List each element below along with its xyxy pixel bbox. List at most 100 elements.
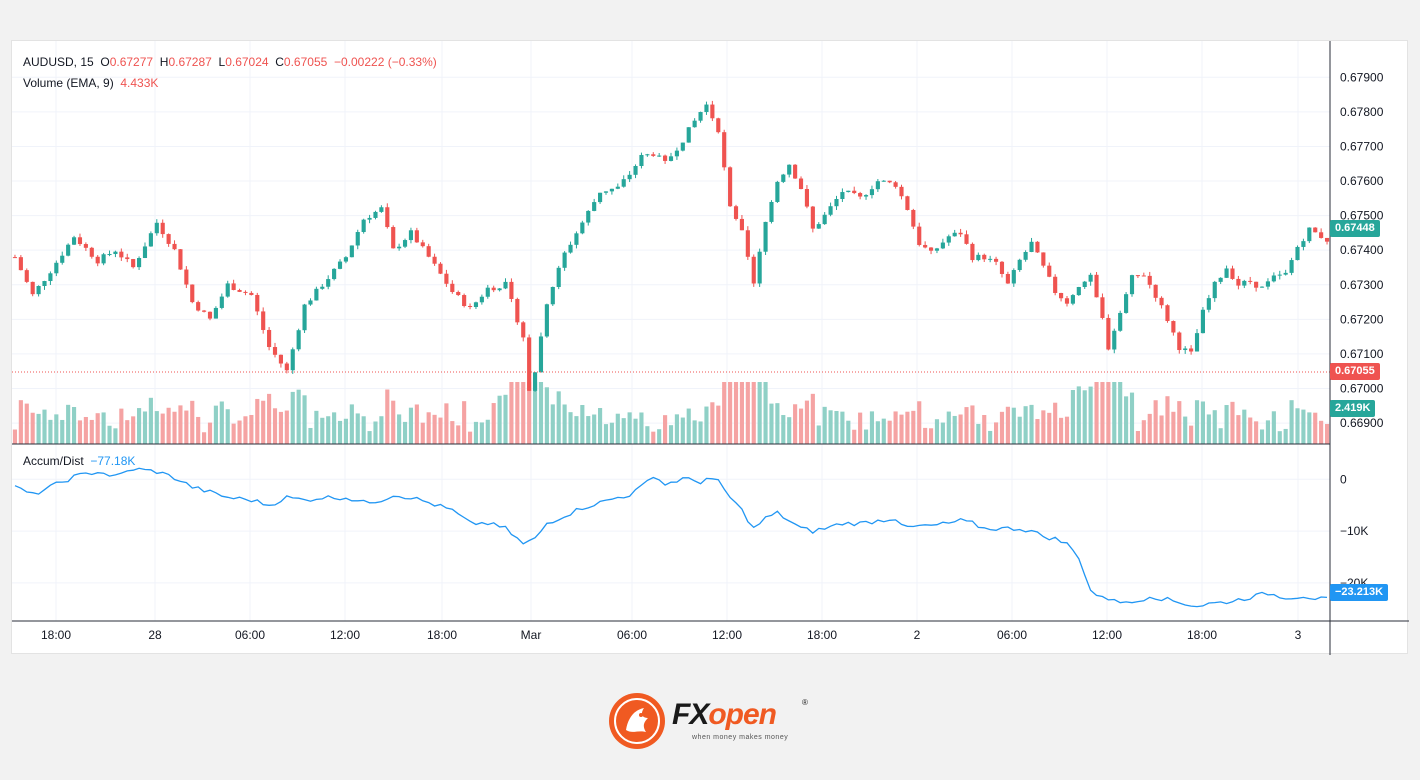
- volume-bar: [473, 421, 479, 444]
- candle: [237, 289, 242, 292]
- candle: [278, 354, 283, 364]
- volume-bar: [119, 408, 124, 444]
- candle: [1100, 297, 1105, 318]
- candle: [1177, 332, 1182, 351]
- volume-bar: [970, 405, 975, 444]
- candle: [692, 120, 697, 128]
- candle: [1094, 274, 1099, 298]
- volume-bar: [716, 405, 721, 444]
- time-tick-label: 18:00: [1187, 628, 1217, 642]
- candle: [1029, 241, 1034, 252]
- volume-bar: [1094, 382, 1099, 444]
- candle: [485, 287, 490, 297]
- candle: [710, 104, 715, 119]
- candle: [426, 246, 431, 257]
- volume-bar: [586, 416, 591, 444]
- candle: [314, 288, 319, 301]
- volume-bar: [1059, 417, 1064, 444]
- volume-bar: [420, 422, 425, 444]
- volume-bar: [982, 415, 987, 444]
- volume-bar: [603, 424, 609, 444]
- volume-bar: [698, 421, 703, 444]
- candle: [444, 273, 449, 284]
- price-axis[interactable]: 0.67900 0.67800 0.67700 0.67600 0.67500 0.674…: [1340, 70, 1384, 590]
- candle: [308, 300, 313, 305]
- candle: [42, 281, 47, 287]
- volume-bar: [207, 422, 213, 444]
- volume-bar: [710, 402, 715, 444]
- price-tick-label: 0.67100: [1340, 347, 1384, 361]
- volume-bar: [219, 401, 224, 444]
- volume-bar: [1254, 421, 1259, 444]
- candle: [142, 246, 148, 259]
- volume-bar: [12, 429, 18, 444]
- candle: [1171, 321, 1176, 333]
- volume-bar: [686, 408, 691, 444]
- candle: [1070, 295, 1075, 304]
- candle: [745, 230, 750, 257]
- volume-bar: [95, 413, 100, 444]
- candle: [751, 256, 756, 284]
- volume-bar: [1153, 400, 1158, 444]
- volume-bar: [852, 429, 857, 444]
- volume-bar: [432, 414, 437, 444]
- candle: [467, 306, 473, 308]
- candle: [509, 281, 514, 299]
- chart-panel[interactable]: 0.67900 0.67800 0.67700 0.67600 0.67500 0.674…: [11, 40, 1409, 655]
- candle: [834, 199, 839, 207]
- open-value: 0.67277: [109, 55, 154, 69]
- volume-bar: [320, 417, 325, 444]
- volume-bar: [450, 421, 455, 444]
- candle: [863, 195, 869, 197]
- volume-bar: [314, 410, 319, 444]
- candle: [1088, 274, 1093, 282]
- volume-bar: [491, 403, 496, 444]
- volume-bar: [810, 393, 815, 444]
- candle: [148, 233, 153, 247]
- candle: [408, 230, 414, 241]
- candle: [527, 337, 532, 391]
- volume-bar: [1017, 416, 1022, 444]
- candle: [769, 201, 774, 222]
- volume-bar: [1070, 389, 1075, 444]
- fxopen-logo[interactable]: FXopen ® when money makes money: [608, 692, 818, 750]
- volume-bar: [308, 427, 313, 444]
- time-axis[interactable]: 18:00 28 06:00 12:00 18:00 Mar 06:00 12:00 18:00…: [41, 628, 1302, 642]
- volume-bar: [1183, 416, 1188, 444]
- volume-bar: [166, 407, 171, 444]
- chart-canvas[interactable]: 0.679000.678000.677000.676000.675000.674…: [12, 41, 1409, 655]
- candle: [1053, 276, 1058, 293]
- volume-bar: [278, 411, 283, 444]
- time-tick-label: 12:00: [1092, 628, 1122, 642]
- footer: [0, 668, 1420, 780]
- volume-bar: [107, 425, 112, 444]
- candle: [704, 104, 709, 113]
- volume-bar: [722, 382, 727, 444]
- candle: [645, 154, 650, 156]
- candle: [219, 296, 224, 308]
- volume-bar: [745, 382, 750, 444]
- volume-bar: [728, 382, 733, 444]
- volume-bar: [562, 404, 567, 444]
- volume-bar: [828, 410, 833, 444]
- volume-bar: [627, 412, 632, 444]
- close-label: C: [275, 55, 284, 69]
- time-tick-label: 18:00: [807, 628, 837, 642]
- volume-bar: [237, 420, 242, 444]
- volume-bar: [1165, 396, 1170, 444]
- candle: [101, 254, 106, 264]
- candle: [964, 234, 969, 244]
- volume-bar: [999, 411, 1005, 444]
- ad-label: Accum/Dist: [23, 454, 84, 468]
- candle: [663, 155, 668, 161]
- volume-bar: [272, 408, 278, 444]
- candle: [1035, 241, 1040, 253]
- candle: [172, 243, 177, 250]
- candle: [184, 269, 189, 285]
- volume-bar: [1265, 420, 1271, 444]
- volume-bar: [822, 406, 827, 444]
- candle: [355, 232, 360, 246]
- volume-bar: [592, 414, 597, 444]
- volume-bar: [858, 412, 863, 444]
- candle: [60, 255, 65, 263]
